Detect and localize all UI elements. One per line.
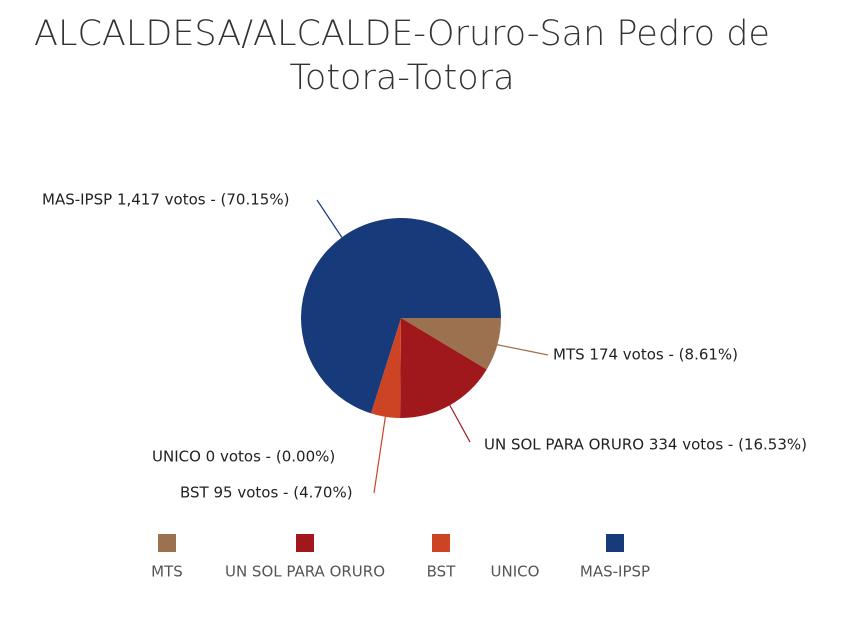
data-label: UN SOL PARA ORURO 334 votos - (16.53%) [484,436,807,454]
pie-slice [370,318,401,418]
legend-swatch [296,534,314,552]
chart-title: ALCALDESA/ALCALDE-Oruro-San Pedro de Tot… [34,14,770,98]
pie-slice [300,218,501,414]
pie-slice [400,318,487,418]
data-label: MTS 174 votos - (8.61%) [553,346,738,364]
legend-swatch [432,534,450,552]
legend-label: MTS [151,563,183,581]
leader-line [497,344,549,356]
pie-slice [401,318,501,370]
legend-label: MAS-IPSP [580,563,650,581]
data-label: MAS-IPSP 1,417 votos - (70.15%) [42,191,289,209]
legend-swatch [606,534,624,552]
legend-swatch [158,534,176,552]
data-label: BST 95 votos - (4.70%) [180,484,353,502]
legend-swatch [506,534,524,552]
leader-line [449,404,471,443]
legend-label: BST [427,563,457,581]
leader-line [316,199,343,238]
legend-label: UNICO [491,563,540,581]
legend-label: UN SOL PARA ORURO [225,563,385,581]
leader-line [373,416,386,494]
data-label: UNICO 0 votos - (0.00%) [152,448,335,466]
